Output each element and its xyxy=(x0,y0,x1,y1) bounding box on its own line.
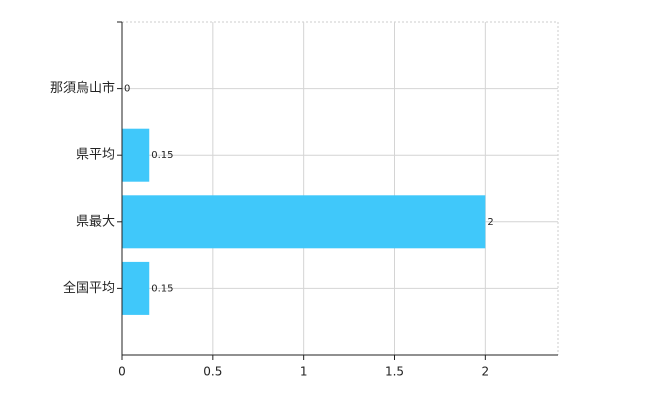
value-label: 0.15 xyxy=(151,283,173,294)
y-tick-label: 県平均 xyxy=(76,148,115,163)
x-tick-label: 2 xyxy=(482,365,490,379)
y-tick-label: 県最大 xyxy=(76,214,115,229)
y-tick-label: 全国平均 xyxy=(63,280,115,296)
x-tick-label: 1.5 xyxy=(385,365,404,379)
y-tick-label: 那須烏山市 xyxy=(50,80,115,96)
value-label: 0 xyxy=(124,84,130,95)
value-label: 0.15 xyxy=(151,150,173,161)
bar xyxy=(122,195,486,249)
bar xyxy=(122,261,150,315)
x-tick-label: 0.5 xyxy=(203,365,222,379)
x-tick-label: 1 xyxy=(300,365,308,379)
x-tick-label: 0 xyxy=(118,365,126,379)
value-label: 2 xyxy=(487,217,493,228)
bar xyxy=(122,128,150,182)
